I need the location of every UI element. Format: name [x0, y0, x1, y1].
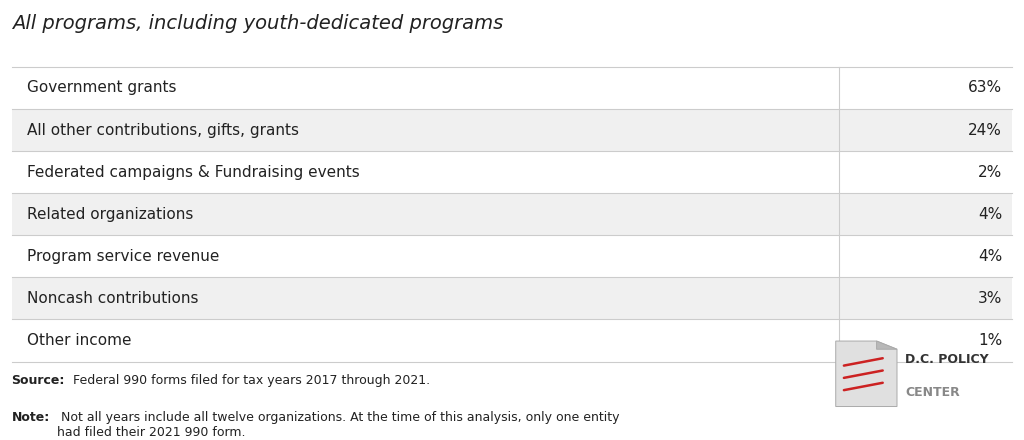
- FancyBboxPatch shape: [11, 319, 1013, 362]
- Polygon shape: [836, 341, 897, 407]
- Polygon shape: [877, 341, 897, 349]
- Text: Federal 990 forms filed for tax years 2017 through 2021.: Federal 990 forms filed for tax years 20…: [69, 374, 430, 387]
- FancyBboxPatch shape: [11, 235, 1013, 277]
- Text: All programs, including youth-dedicated programs: All programs, including youth-dedicated …: [11, 14, 503, 33]
- Text: 1%: 1%: [978, 333, 1002, 348]
- Text: Source:: Source:: [11, 374, 65, 387]
- FancyBboxPatch shape: [11, 193, 1013, 235]
- Text: 63%: 63%: [968, 81, 1002, 95]
- Text: Related organizations: Related organizations: [27, 207, 194, 222]
- Text: D.C. POLICY: D.C. POLICY: [905, 353, 989, 366]
- FancyBboxPatch shape: [11, 109, 1013, 151]
- Text: Other income: Other income: [27, 333, 131, 348]
- Text: Not all years include all twelve organizations. At the time of this analysis, on: Not all years include all twelve organiz…: [56, 411, 620, 439]
- Text: Program service revenue: Program service revenue: [27, 249, 219, 264]
- Text: All other contributions, gifts, grants: All other contributions, gifts, grants: [27, 122, 299, 138]
- FancyBboxPatch shape: [11, 277, 1013, 319]
- Text: Government grants: Government grants: [27, 81, 176, 95]
- FancyBboxPatch shape: [11, 67, 1013, 109]
- Text: 2%: 2%: [978, 165, 1002, 180]
- Text: CENTER: CENTER: [905, 386, 959, 399]
- Text: Noncash contributions: Noncash contributions: [27, 291, 199, 306]
- Text: 3%: 3%: [978, 291, 1002, 306]
- Text: 24%: 24%: [969, 122, 1002, 138]
- FancyBboxPatch shape: [11, 151, 1013, 193]
- Text: 4%: 4%: [978, 207, 1002, 222]
- Text: 4%: 4%: [978, 249, 1002, 264]
- Text: Note:: Note:: [11, 411, 50, 424]
- Text: Federated campaigns & Fundraising events: Federated campaigns & Fundraising events: [27, 165, 359, 180]
